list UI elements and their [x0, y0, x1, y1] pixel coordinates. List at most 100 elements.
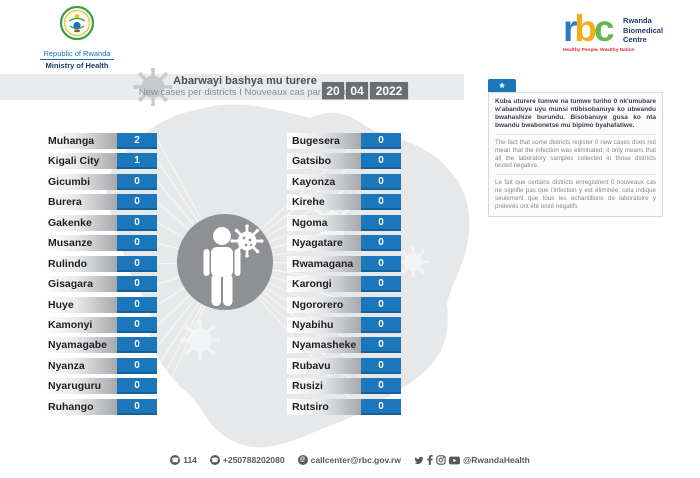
district-row: Nyamagabe 0: [43, 337, 157, 354]
district-new-cases: 0: [117, 378, 157, 395]
rbc-letters: rbc: [563, 8, 615, 49]
district-new-cases: 0: [361, 398, 401, 415]
district-new-cases: 0: [361, 357, 401, 374]
district-name: Rubavu: [287, 357, 361, 374]
district-row: Gicumbi 0: [43, 173, 157, 190]
district-row: Burera 0: [43, 194, 157, 211]
district-row: Nyabihu 0: [287, 316, 401, 333]
district-row: Rubavu 0: [287, 357, 401, 374]
district-row: Rutsiro 0: [287, 398, 401, 415]
banner-text: Abarwayi bashya mu turere New cases per …: [95, 75, 395, 98]
page-title: Abarwayi bashya mu turere: [173, 75, 317, 87]
district-row: Muhanga 2: [43, 133, 157, 149]
district-name: Muhanga: [43, 133, 117, 149]
district-name: Karongi: [287, 276, 361, 293]
district-new-cases: 0: [361, 133, 401, 149]
district-name: Musanze: [43, 235, 117, 252]
person-icon: [203, 227, 241, 306]
district-name: Gatsibo: [287, 153, 361, 170]
district-new-cases: 0: [361, 378, 401, 395]
district-new-cases: 0: [117, 398, 157, 415]
rbc-name-line: Biomedical: [623, 25, 664, 35]
district-name: Nyabihu: [287, 316, 361, 333]
rbc-letter-b: b: [574, 8, 597, 49]
hotline-number: 114: [183, 455, 197, 465]
district-name: Bugesera: [287, 133, 361, 149]
district-row: Rusizi 0: [287, 378, 401, 395]
district-new-cases: 0: [361, 337, 401, 354]
district-name: Ngororero: [287, 296, 361, 313]
note-kinyarwanda: Kuba uturere tumwe na tumwe turiho 0 nk'…: [495, 98, 656, 129]
district-row: Gakenke 0: [43, 214, 157, 231]
district-new-cases: 0: [117, 296, 157, 313]
note-panel: * Kuba uturere tumwe na tumwe turiho 0 n…: [488, 79, 663, 218]
phone-number: +250788202080: [222, 455, 285, 465]
instagram-icon: [436, 455, 446, 465]
district-new-cases: 0: [361, 173, 401, 190]
page-subtitle: New cases per districts I Nouveaux cas p…: [138, 87, 352, 98]
district-new-cases: 0: [361, 214, 401, 231]
district-row: Gatsibo 0: [287, 153, 401, 170]
date-day: 20: [322, 82, 344, 99]
district-name: Kamonyi: [43, 316, 117, 333]
rbc-letter-c: c: [594, 8, 615, 49]
district-name: Gisagara: [43, 276, 117, 293]
district-row: Karongi 0: [287, 276, 401, 293]
district-new-cases: 0: [117, 316, 157, 333]
district-row: Rwamagana 0: [287, 255, 401, 272]
virus-icon: [229, 223, 265, 259]
email-address: callcenter@rbc.gov.rw: [310, 455, 401, 465]
facebook-icon: [427, 455, 433, 465]
district-new-cases: 0: [361, 316, 401, 333]
district-name: Nyagatare: [287, 235, 361, 252]
district-name: Nyaruguru: [43, 378, 117, 395]
district-row: Nyamasheke 0: [287, 337, 401, 354]
district-row: Nyagatare 0: [287, 235, 401, 252]
phone-item: ☎ +250788202080: [209, 455, 285, 465]
report-date: 20 04 2022: [322, 82, 408, 99]
note-separator: [495, 174, 656, 176]
district-new-cases: 0: [117, 357, 157, 374]
email-item: @ callcenter@rbc.gov.rw: [297, 455, 401, 465]
district-name: Ruhango: [43, 398, 117, 415]
district-list-right: Bugesera 0 Gatsibo 0 Kayonza 0 Kirehe 0 …: [287, 133, 401, 419]
district-row: Gisagara 0: [43, 276, 157, 293]
district-new-cases: 0: [361, 296, 401, 313]
district-list-left: Muhanga 2 Kigali City 1 Gicumbi 0 Burera…: [43, 133, 157, 419]
rwanda-coat-of-arms-icon: [59, 5, 95, 41]
social-handle: @RwandaHealth: [462, 455, 530, 465]
country-name: Republic of Rwanda: [43, 49, 111, 58]
district-row: Bugesera 0: [287, 133, 401, 149]
youtube-icon: [448, 456, 460, 464]
district-new-cases: 0: [361, 194, 401, 211]
district-new-cases: 1: [117, 153, 157, 170]
rbc-name-line: Centre: [623, 35, 647, 44]
hotline-item: ☎ 114: [170, 455, 197, 465]
rbc-tagline: Healthy People, Wealthy Nation: [563, 48, 635, 53]
phone-icon: ☎: [209, 455, 220, 465]
district-new-cases: 0: [117, 235, 157, 252]
district-row: Nyanza 0: [43, 357, 157, 374]
logo-divider: [40, 59, 114, 60]
district-new-cases: 0: [117, 255, 157, 272]
district-name: Rwamagana: [287, 255, 361, 272]
asterisk-icon: *: [488, 79, 516, 95]
date-year: 2022: [370, 82, 408, 99]
district-name: Gakenke: [43, 214, 117, 231]
rbc-letter-r: r: [563, 8, 578, 49]
district-new-cases: 0: [361, 235, 401, 252]
district-new-cases: 0: [117, 214, 157, 231]
district-new-cases: 0: [361, 153, 401, 170]
district-new-cases: 0: [361, 276, 401, 293]
district-row: Musanze 0: [43, 235, 157, 252]
district-new-cases: 0: [117, 276, 157, 293]
date-month: 04: [346, 82, 368, 99]
district-name: Nyanza: [43, 357, 117, 374]
district-row: Kamonyi 0: [43, 316, 157, 333]
district-name: Gicumbi: [43, 173, 117, 190]
district-name: Ngoma: [287, 214, 361, 231]
district-name: Nyamasheke: [287, 337, 361, 354]
rbc-logo: rbc Rwanda Biomedical Centre Healthy Peo…: [563, 8, 683, 53]
district-name: Rusizi: [287, 378, 361, 395]
district-new-cases: 0: [117, 194, 157, 211]
